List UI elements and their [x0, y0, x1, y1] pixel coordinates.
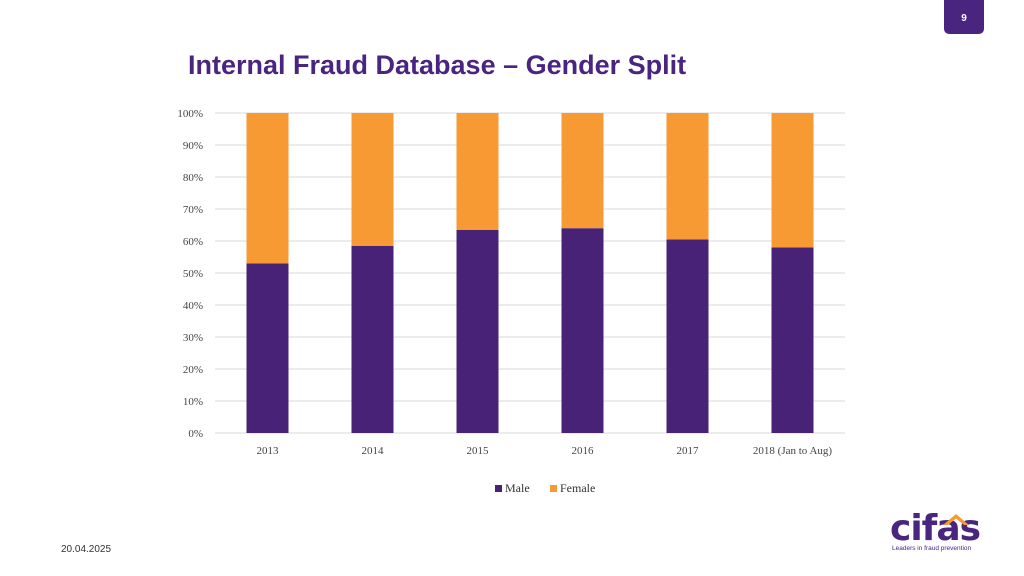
bar-male [561, 228, 604, 433]
y-tick-label: 90% [183, 140, 203, 152]
bar-male [351, 245, 394, 433]
legend-swatch-male [495, 485, 502, 492]
bar-female [456, 113, 499, 230]
bar-female [666, 113, 709, 240]
x-tick-label: 2016 [572, 445, 595, 457]
y-tick-label: 0% [188, 428, 203, 440]
logo-tagline: Leaders in fraud prevention [892, 545, 972, 552]
x-tick-label: 2017 [677, 445, 700, 457]
y-tick-label: 30% [183, 332, 203, 344]
bar-female [351, 113, 394, 246]
footer-date: 20.04.2025 [61, 544, 112, 555]
y-tick-label: 50% [183, 268, 203, 280]
bar-male [666, 239, 709, 433]
y-tick-label: 20% [183, 364, 203, 376]
legend-label-male: Male [505, 481, 530, 495]
bar-female [246, 113, 289, 264]
bar-male [456, 229, 499, 433]
bar-male [771, 247, 814, 433]
slide-title: Internal Fraud Database – Gender Split [188, 50, 687, 80]
x-tick-label: 2015 [467, 445, 490, 457]
y-tick-label: 100% [177, 108, 203, 120]
y-tick-label: 10% [183, 396, 203, 408]
x-tick-label: 2014 [362, 445, 385, 457]
legend-swatch-female [550, 485, 557, 492]
logo-roof-icon [943, 514, 969, 525]
y-tick-label: 60% [183, 236, 203, 248]
logo-wordmark: cifas [890, 508, 981, 549]
y-tick-label: 40% [183, 300, 203, 312]
y-tick-label: 80% [183, 172, 203, 184]
bar-male [246, 263, 289, 433]
x-tick-label: 2018 (Jan to Aug) [753, 445, 832, 457]
bar-female [771, 113, 814, 248]
legend-label-female: Female [560, 481, 595, 495]
page-number-badge: 9 [944, 0, 984, 34]
cifas-logo: cifas Leaders in fraud prevention [888, 508, 992, 558]
x-tick-label: 2013 [257, 445, 280, 457]
bar-female [561, 113, 604, 229]
y-tick-label: 70% [183, 204, 203, 216]
